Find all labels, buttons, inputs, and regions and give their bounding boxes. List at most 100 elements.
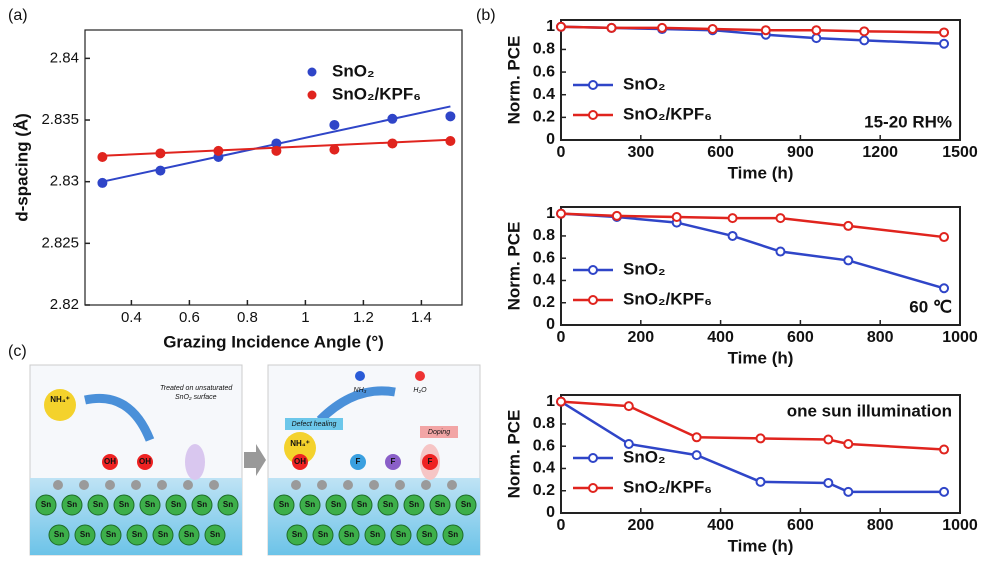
point [811,25,822,36]
point [727,230,738,241]
surface-label: F [428,457,433,466]
point [329,144,340,155]
tin-atom [403,494,425,516]
point [611,210,622,221]
point [606,22,617,33]
y-axis-label: Norm. PCE [504,36,523,125]
point [271,145,282,156]
point [213,145,224,156]
flow-arrow [84,393,155,442]
y-tick-label: 1 [546,205,555,222]
tin-label: Sn [67,500,77,509]
tin-atom [286,524,308,546]
process-arrow [244,444,266,476]
tin-atom [35,494,57,516]
legend-marker [588,110,598,120]
tin-atom [217,494,239,516]
schematic: Treated on unsaturated SnO₂ surface NH₄⁺… [29,364,481,556]
point [775,246,786,257]
water-label: H₂O [413,387,427,394]
oxygen-atom [343,480,353,490]
y-tick-label: 2.825 [41,234,79,251]
tin-label: Sn [132,530,142,539]
point [760,25,771,36]
y-tick-label: 0.2 [533,109,555,126]
point [657,22,668,33]
oxygen-atom [105,480,115,490]
surface-label: F [391,457,396,466]
point [823,434,834,445]
tin-label: Sn [422,530,432,539]
plot-frame [560,206,961,326]
ammonium-label: NH₄⁺ [50,395,70,404]
x-tick-label: 300 [627,144,654,161]
tin-atom [113,494,135,516]
point [939,444,950,455]
tin-atom [299,494,321,516]
tin-label: Sn [119,500,129,509]
point [859,26,870,37]
tin-label: Sn [106,530,116,539]
note: Treated on unsaturated [160,385,233,392]
surface-label: F [356,457,361,466]
point [755,433,766,444]
tin-atom [100,524,122,546]
surface-group [350,454,366,470]
x-tick-label: 900 [787,144,814,161]
legend-marker [307,67,317,77]
x-tick-label: 1000 [942,517,978,534]
y-tick-label: 0.2 [533,482,555,499]
x-tick-label: 200 [627,329,654,346]
point [556,208,566,219]
point [691,432,702,443]
x-tick-label: 800 [867,329,894,346]
point [691,450,702,461]
point [155,165,166,176]
point [755,476,766,487]
highlight [185,444,205,480]
point [843,255,854,266]
legend-marker [588,483,598,493]
point [97,152,108,163]
y-tick-label: 2.835 [41,111,79,128]
tag-label: Doping [428,429,450,436]
point [727,213,738,224]
y-tick-label: 0 [546,131,555,148]
x-tick-label: 0 [557,517,566,534]
x-axis-label: Time (h) [728,348,794,367]
tin-label: Sn [344,530,354,539]
plot-frame [560,394,961,514]
point [556,396,566,407]
tin-label: Sn [54,530,64,539]
tin-atom [273,494,295,516]
y-tick-label: 0.2 [533,294,555,311]
tin-label: Sn [184,530,194,539]
y-tick-label: 0.8 [533,415,555,432]
tin-label: Sn [461,500,471,509]
y-tick-label: 1 [546,18,555,35]
point [623,401,634,412]
x-tick-label: 1500 [942,144,978,161]
tin-label: Sn [292,530,302,539]
x-tick-label: 0.8 [237,309,258,326]
x-tick-label: 600 [707,144,734,161]
x-tick-label: 600 [787,329,814,346]
panel-label: (b) [476,7,496,24]
oxygen-atom [447,480,457,490]
point [859,35,870,46]
oxygen-atom [395,480,405,490]
legend-label: SnO₂/KPF₆ [623,477,712,496]
point [445,135,456,146]
x-tick-label: 1 [301,309,309,326]
ammonium [284,432,316,464]
point [97,177,108,188]
tin-atom [74,524,96,546]
tin-label: Sn [409,500,419,509]
legend-marker [307,90,317,100]
series-line [560,212,945,290]
legend-label: SnO₂/KPF₆ [623,104,712,123]
y-tick-label: 0.4 [533,86,555,103]
point [775,213,786,224]
tin-atom [191,494,213,516]
x-tick-label: 0 [557,329,566,346]
